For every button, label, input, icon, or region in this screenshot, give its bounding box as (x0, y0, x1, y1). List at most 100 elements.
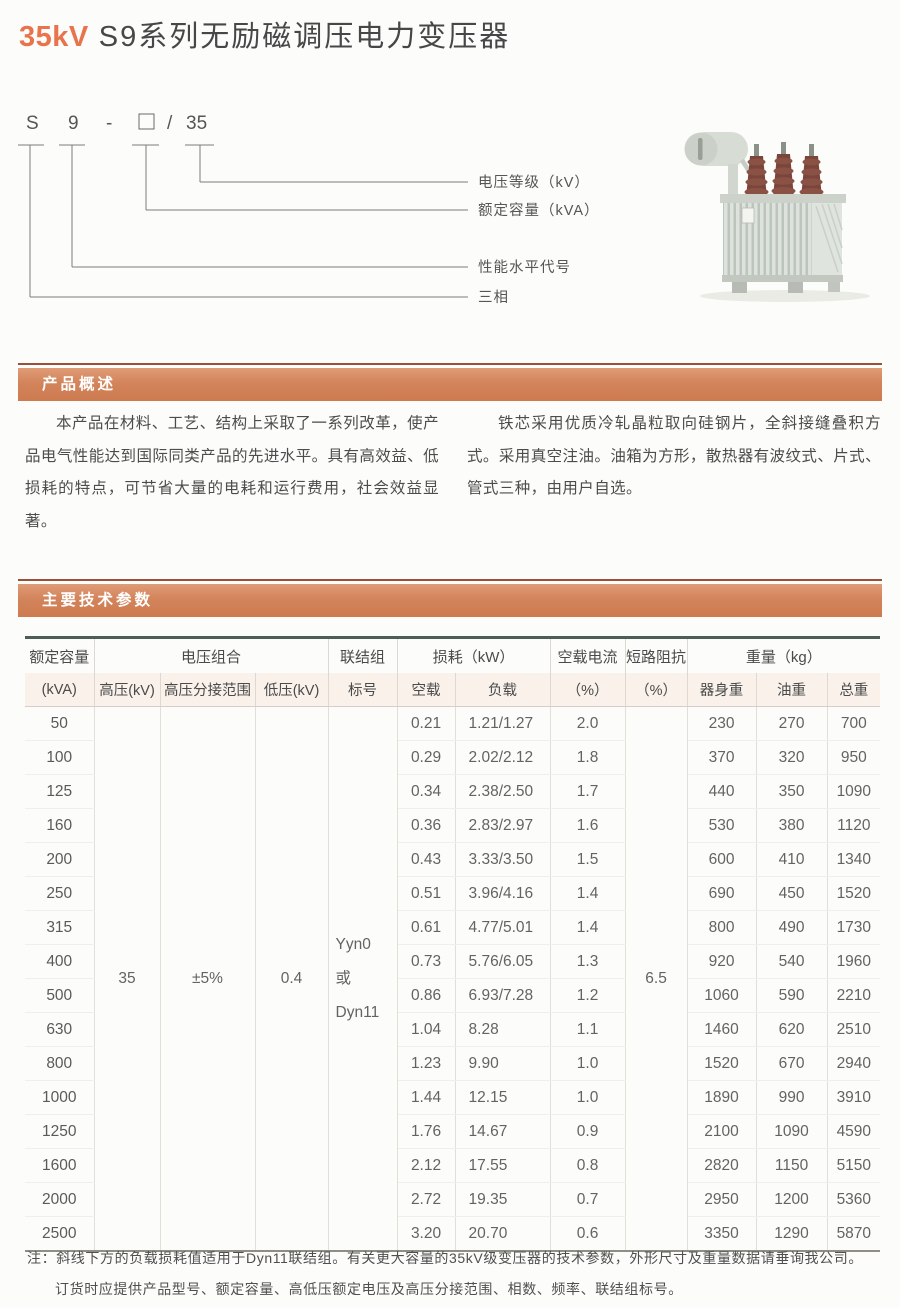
cell-hv-voltage: 35 (94, 706, 161, 1252)
cell-load-loss: 8.28 (455, 1012, 551, 1047)
col-vector-group: 联结组 (328, 637, 398, 673)
cell-total-weight: 1730 (827, 910, 881, 945)
cell-capacity: 1600 (25, 1148, 95, 1183)
cell-load-loss: 2.38/2.50 (455, 774, 551, 809)
cell-body-weight: 1890 (687, 1080, 757, 1115)
cell-body-weight: 230 (687, 706, 757, 741)
col-lv: 低压(kV) (255, 673, 329, 707)
col-vector-group-sub: 标号 (328, 673, 398, 707)
cell-oil-weight: 990 (756, 1080, 828, 1115)
cell-no-load-loss: 2.72 (397, 1182, 456, 1217)
footnote-line-2: 订货时应提供产品型号、额定容量、高低压额定电压及高压分接范围、相数、频率、联结组… (55, 1281, 683, 1297)
col-loss: 损耗（kW） (397, 637, 551, 673)
cell-body-weight: 600 (687, 842, 757, 877)
col-impedance-unit: （%） (625, 673, 688, 707)
col-no-load-current-unit: （%） (550, 673, 626, 707)
parameters-table: 额定容量 电压组合 联结组 损耗（kW） 空载电流 短路阻抗 重量（kg） (k… (25, 636, 881, 1252)
transformer-tank (720, 194, 846, 293)
section-header-overview: 产品概述 (18, 368, 882, 401)
table-header-group-row: 额定容量 电压组合 联结组 损耗（kW） 空载电流 短路阻抗 重量（kg） (25, 637, 880, 673)
cell-oil-weight: 590 (756, 978, 828, 1013)
page-title-text: S9系列无励磁调压电力变压器 (88, 21, 511, 53)
cell-load-loss: 4.77/5.01 (455, 910, 551, 945)
cell-no-load-current: 1.1 (550, 1012, 626, 1047)
table-row: 2000 2.72 19.35 0.7 2950 1200 5360 (25, 1182, 881, 1217)
transformer-photo (684, 132, 870, 302)
col-impedance: 短路阻抗 (625, 637, 688, 673)
cell-no-load-loss: 0.36 (397, 808, 456, 843)
model-code-performance: 9 (68, 113, 79, 134)
col-capacity-unit: (kVA) (25, 673, 95, 707)
cell-no-load-current: 1.2 (550, 978, 626, 1013)
cell-load-loss: 14.67 (455, 1114, 551, 1149)
cell-no-load-loss: 2.12 (397, 1148, 456, 1183)
cell-total-weight: 1340 (827, 842, 881, 877)
cell-capacity: 315 (25, 910, 95, 945)
overview-paragraph-right: 铁芯采用优质冷轧晶粒取向硅钢片，全斜接缝叠积方式。采用真空注油。油箱为方形，散热… (467, 415, 881, 497)
cell-load-loss: 19.35 (455, 1182, 551, 1217)
col-no-load-current: 空载电流 (550, 637, 626, 673)
table-row: 2500 3.20 20.70 0.6 3350 1290 5870 (25, 1216, 880, 1251)
cell-total-weight: 2510 (827, 1012, 881, 1047)
table-row: 50 35 ±5% 0.4 Yyn0 或 Dyn11 0.21 1.21/1.27 2.0 6.5 2… (25, 706, 881, 1252)
cell-no-load-loss: 1.04 (397, 1012, 456, 1047)
cell-load-loss: 2.83/2.97 (455, 808, 551, 843)
table-row: 400 0.73 5.76/6.05 1.3 920 540 1960 (25, 944, 881, 979)
cell-no-load-loss: 0.86 (397, 978, 456, 1013)
cell-total-weight: 1960 (827, 944, 881, 979)
cell-body-weight: 800 (687, 910, 757, 945)
cell-load-loss: 9.90 (455, 1046, 551, 1081)
table-row: 160 0.36 2.83/2.97 1.6 530 380 1120 (25, 808, 881, 843)
model-code-slash: / (167, 113, 173, 134)
cell-body-weight: 3350 (687, 1216, 757, 1251)
table-row: 500 0.86 6.93/7.28 1.2 1060 590 2210 (25, 978, 881, 1013)
cell-capacity: 100 (25, 740, 95, 775)
footnote-line-1: 注：斜线下方的负载损耗值适用于Dyn11联结组。有关更大容量的35kV级变压器的… (27, 1243, 877, 1274)
section-header-parameters: 主要技术参数 (18, 584, 882, 617)
cell-no-load-loss: 0.21 (397, 706, 456, 741)
cell-body-weight: 690 (687, 876, 757, 911)
cell-no-load-current: 0.7 (550, 1182, 626, 1217)
cell-total-weight: 700 (827, 706, 881, 741)
cell-total-weight: 5870 (836, 1224, 872, 1242)
cell-capacity: 125 (25, 774, 95, 809)
cell-load-loss: 2.02/2.12 (455, 740, 551, 775)
table-row: 1600 2.12 17.55 0.8 2820 1150 5150 (25, 1148, 881, 1183)
bushing-insulators (744, 142, 824, 198)
overview-paragraph-left: 本产品在材料、工艺、结构上采取了一系列改革，使产品电气性能达到国际同类产品的先进… (25, 415, 439, 530)
parameters-table-wrapper: 额定容量 电压组合 联结组 损耗（kW） 空载电流 短路阻抗 重量（kg） (k… (25, 636, 881, 1252)
cell-load-loss: 3.33/3.50 (455, 842, 551, 877)
diagram-labels: 电压等级（kV） 额定容量（kVA） 性能水平代号 三相 (478, 173, 599, 306)
label-performance-code: 性能水平代号 (478, 259, 571, 276)
cell-no-load-loss: 0.43 (397, 842, 456, 877)
cell-no-load-current: 1.3 (550, 944, 626, 979)
table-header-sub-row: (kVA) 高压(kV) 高压分接范围 低压(kV) 标号 空载 负载 （%） … (25, 673, 881, 707)
cell-body-weight: 370 (687, 740, 757, 775)
cell-no-load-loss: 1.44 (397, 1080, 456, 1115)
model-code-phase: S (26, 113, 39, 134)
cell-no-load-current: 1.8 (550, 740, 626, 775)
table-row: 250 0.51 3.96/4.16 1.4 690 450 1520 (25, 876, 881, 911)
footnotes: 注：斜线下方的负载损耗值适用于Dyn11联结组。有关更大容量的35kV级变压器的… (27, 1243, 877, 1305)
cell-total-weight: 4590 (827, 1114, 881, 1149)
cell-oil-weight: 1290 (756, 1216, 828, 1251)
cell-no-load-current: 0.6 (550, 1216, 626, 1251)
cell-total-weight: 1090 (827, 774, 881, 809)
cell-body-weight: 1520 (687, 1046, 757, 1081)
cell-capacity: 630 (25, 1012, 95, 1047)
cell-capacity: 500 (25, 978, 95, 1013)
cell-oil-weight: 1200 (756, 1182, 828, 1217)
cell-no-load-current: 0.9 (550, 1114, 626, 1149)
cell-tap-range: ±5% (160, 706, 256, 1252)
model-code-separator: - (106, 113, 112, 134)
diagram-connector-lines (18, 144, 468, 298)
cell-no-load-current: 1.4 (550, 910, 626, 945)
cell-oil-weight: 450 (756, 876, 828, 911)
table-row: 630 1.04 8.28 1.1 1460 620 2510 (25, 1012, 881, 1047)
table-row: 1000 1.44 12.15 1.0 1890 990 3910 (25, 1080, 881, 1115)
cell-load-loss: 20.70 (455, 1216, 551, 1251)
cell-no-load-current: 1.0 (550, 1046, 626, 1081)
cell-no-load-loss: 0.34 (397, 774, 456, 809)
cell-no-load-current: 1.4 (550, 876, 626, 911)
